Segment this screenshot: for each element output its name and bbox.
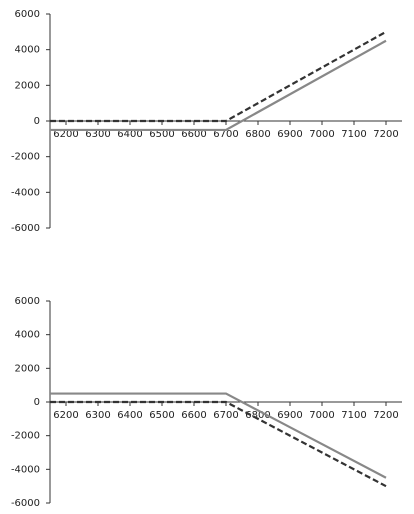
y-tick-label: 0: [34, 397, 40, 408]
y-tick-label: 0: [34, 116, 40, 127]
y-tick-label: 4000: [15, 330, 40, 341]
y-tick-label: -2000: [11, 152, 40, 163]
x-tick-label: 6200: [53, 129, 78, 140]
x-tick-label: 6800: [245, 129, 270, 140]
x-tick-label: 6900: [277, 129, 302, 140]
y-tick-label: -6000: [11, 498, 40, 509]
x-tick-label: 6400: [117, 129, 142, 140]
y-tick-label: -4000: [11, 187, 40, 198]
y-tick-label: 4000: [15, 45, 40, 56]
series-line: [50, 400, 387, 488]
x-tick-label: 7200: [373, 410, 398, 421]
x-tick-label: 7200: [373, 129, 398, 140]
y-tick-label: 2000: [15, 80, 40, 91]
x-tick-label: 6800: [245, 410, 270, 421]
y-tick-label: 6000: [15, 9, 40, 20]
x-tick-label: 6300: [85, 410, 110, 421]
x-tick-label: 6400: [117, 410, 142, 421]
x-tick-label: 6600: [181, 129, 206, 140]
y-tick-label: -4000: [11, 464, 40, 475]
series-line: [50, 392, 387, 479]
y-tick-label: 6000: [15, 296, 40, 307]
y-tick-label: -6000: [11, 223, 40, 234]
x-tick-label: 6600: [181, 410, 206, 421]
x-tick-label: 7000: [309, 129, 334, 140]
x-tick-label: 6500: [149, 129, 174, 140]
x-tick-label: 6700: [213, 410, 238, 421]
x-tick-label: 6300: [85, 129, 110, 140]
series-line: [50, 39, 387, 132]
x-tick-label: 6700: [213, 129, 238, 140]
x-tick-label: 6500: [149, 410, 174, 421]
x-tick-label: 7100: [341, 410, 366, 421]
y-tick-label: -2000: [11, 431, 40, 442]
x-tick-label: 7100: [341, 129, 366, 140]
x-tick-label: 6900: [277, 410, 302, 421]
series-line: [50, 30, 387, 123]
x-tick-label: 6200: [53, 410, 78, 421]
x-tick-label: 7000: [309, 410, 334, 421]
y-tick-label: 2000: [15, 363, 40, 374]
